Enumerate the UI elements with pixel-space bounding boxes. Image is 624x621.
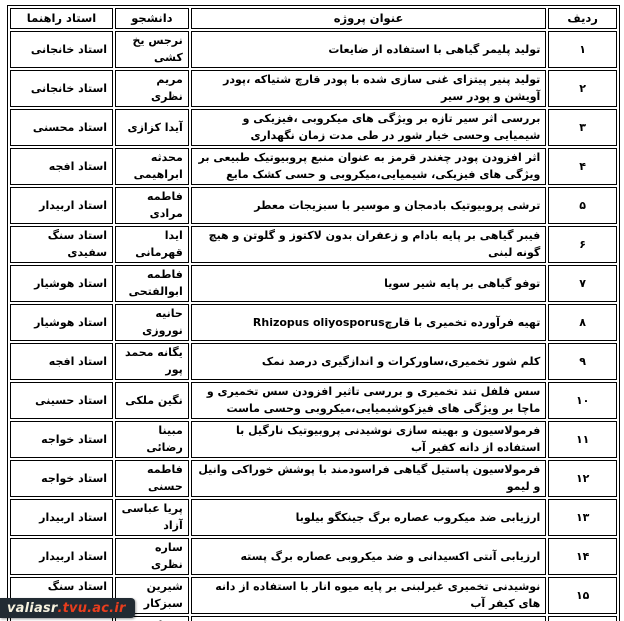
row-number-cell: ۱۲ (548, 460, 617, 498)
row-number-cell: ۱۵ (548, 577, 617, 615)
table-row: ۶ فیبر گیاهی بر پایه بادام و زعفران بدون … (10, 226, 617, 264)
project-title-cell: ترشی پروبیوتیک بادمجان و موسیر با سبزیجا… (190, 187, 547, 225)
table-row: ۴ اثر افزودن پودر چغندر قرمز به عنوان منب… (10, 148, 617, 186)
row-number-cell: ۶ (548, 226, 617, 264)
student-cell: آیدا کزازی (115, 109, 189, 147)
supervisor-cell: استاد افجه (10, 343, 114, 381)
project-title-cell: نوشیدنی تخمیری غیرلبنی بر پایه میوه انار… (190, 577, 547, 615)
project-title-cell: ارزیابی ضد میکروب عصاره برگ جینکگو بیلوب… (190, 499, 547, 537)
watermark-badge: valiasr .tvu.ac.ir (0, 598, 135, 618)
projects-table: ردیف عنوان پروژه دانشجو استاد راهنما ۱ تو… (7, 5, 620, 621)
table-row: ۱۰ سس فلفل تند تخمیری و بررسی تاثیر افزود… (10, 382, 617, 420)
table-row: ۱۳ ارزیابی ضد میکروب عصاره برگ جینکگو بیل… (10, 499, 617, 537)
table-row: ۱ تولید پلیمر گیاهی با استفاده از ضایعات ن… (10, 31, 617, 69)
student-cell: ایدا قهرمانی (115, 226, 189, 264)
supervisor-cell: استاد اربیدار (10, 187, 114, 225)
supervisor-cell: استاد خواجه (10, 421, 114, 459)
project-title-cell: فیبر گیاهی بر پایه بادام و زعفران بدون ل… (190, 226, 547, 264)
row-number-cell: ۹ (548, 343, 617, 381)
student-cell: فاطمه ابوالفتحی (115, 265, 189, 303)
student-cell: نگین ملکی (115, 382, 189, 420)
student-cell: فاطمه حسنی (115, 460, 189, 498)
supervisor-cell: استاد حسینی (10, 382, 114, 420)
table-row: ۱۲ فرمولاسیون پاستیل گیاهی فراسودمند با پ… (10, 460, 617, 498)
project-title-cell: بررسی اثر سیر تازه بر ویژگی های میکروبی … (190, 109, 547, 147)
row-number-cell: ۱۳ (548, 499, 617, 537)
project-title-cell: کلم شور تخمیری،ساورکرات و اندازگیری درصد… (190, 343, 547, 381)
row-number-cell: ۴ (548, 148, 617, 186)
supervisor-cell: استاد افجه (10, 148, 114, 186)
table-header-row: ردیف عنوان پروژه دانشجو استاد راهنما (10, 8, 617, 30)
row-number-cell: ۸ (548, 304, 617, 342)
student-cell: محدثه ابراهیمی (115, 148, 189, 186)
header-supervisor: استاد راهنما (10, 8, 114, 30)
watermark-domain: .tvu.ac.ir (57, 600, 126, 616)
student-cell: ساره نظری (115, 538, 189, 576)
row-number-cell: ۲ (548, 70, 617, 108)
project-title-cell: فرمولاسیون و بهینه سازی نوشیدنی پروبیوتی… (190, 421, 547, 459)
student-cell: پریا عباسی آزاد (115, 499, 189, 537)
supervisor-cell: استاد اربیدار (10, 538, 114, 576)
project-title-cell: فرمولاسیون پاستیل گیاهی فراسودمند با پوش… (190, 460, 547, 498)
project-title-cell: سس فلفل تند تخمیری و بررسی تاثیر افزودن … (190, 382, 547, 420)
supervisor-cell: استاد خانجانی (10, 31, 114, 69)
project-title-cell: تهیه فرآورده تخمیری با قارچRhizopus oliy… (190, 304, 547, 342)
student-cell: فرزانه سلیمان زاده (115, 616, 189, 621)
student-cell: مریم نظری (115, 70, 189, 108)
row-number-cell: ۱۰ (548, 382, 617, 420)
header-row-number: ردیف (548, 8, 617, 30)
table-row: ۹ کلم شور تخمیری،ساورکرات و اندازگیری درص… (10, 343, 617, 381)
student-cell: نرجس یخ کشی (115, 31, 189, 69)
project-table-body: ۱ تولید پلیمر گیاهی با استفاده از ضایعات ن… (10, 31, 617, 621)
table-row: ۵ ترشی پروبیوتیک بادمجان و موسیر با سبزیج… (10, 187, 617, 225)
supervisor-cell: استاد خواجه (10, 460, 114, 498)
row-number-cell: ۱۴ (548, 538, 617, 576)
project-title-cell: توفو گیاهی بر پایه شیر سویا (190, 265, 547, 303)
table-row: ۸ تهیه فرآورده تخمیری با قارچRhizopus oli… (10, 304, 617, 342)
supervisor-cell: استاد سنگ سفیدی (10, 226, 114, 264)
supervisor-cell: استاد هوشیار (10, 304, 114, 342)
page: ردیف عنوان پروژه دانشجو استاد راهنما ۱ تو… (0, 5, 624, 621)
supervisor-cell: استاد خانجانی (10, 70, 114, 108)
student-cell: فاطمه مرادی (115, 187, 189, 225)
table-row: ۳ بررسی اثر سیر تازه بر ویژگی های میکروبی… (10, 109, 617, 147)
row-number-cell: ۵ (548, 187, 617, 225)
table-row: ۱۱ فرمولاسیون و بهینه سازی نوشیدنی پروبیو… (10, 421, 617, 459)
row-number-cell: ۳ (548, 109, 617, 147)
supervisor-cell: استاد اربیدار (10, 499, 114, 537)
supervisor-cell: استاد محسنی (10, 109, 114, 147)
student-cell: مبینا رضائی (115, 421, 189, 459)
project-title-cell: تولید پلیمر گیاهی با استفاده از ضایعات (190, 31, 547, 69)
project-title-cell: تولید پنیر پیتزای غنی سازی شده با پودر ق… (190, 70, 547, 108)
student-cell: یگانه محمد پور (115, 343, 189, 381)
project-title-cell: بررسی اثر پوشش خوراکی ،پکتین ،هسته رطب ب… (190, 616, 547, 621)
row-number-cell: ۱۱ (548, 421, 617, 459)
project-title-cell: اثر افزودن پودر چغندر قرمز به عنوان منبع… (190, 148, 547, 186)
project-title-cell: ارزیابی آنتی اکسیدانی و ضد میکروبی عصاره… (190, 538, 547, 576)
table-row: ۲ تولید پنیر پیتزای غنی سازی شده با پودر … (10, 70, 617, 108)
table-row: ۱۴ ارزیابی آنتی اکسیدانی و ضد میکروبی عصا… (10, 538, 617, 576)
watermark-site-name: valiasr (7, 600, 58, 616)
header-student: دانشجو (115, 8, 189, 30)
row-number-cell: ۷ (548, 265, 617, 303)
supervisor-cell: استاد هوشیار (10, 265, 114, 303)
header-project-title: عنوان پروژه (190, 8, 547, 30)
student-cell: حانیه نوروزی (115, 304, 189, 342)
table-row: ۷ توفو گیاهی بر پایه شیر سویا فاطمه ابوالف… (10, 265, 617, 303)
row-number-cell: ۱۶ (548, 616, 617, 621)
table-row: ۱۵ نوشیدنی تخمیری غیرلبنی بر پایه میوه ان… (10, 577, 617, 615)
row-number-cell: ۱ (548, 31, 617, 69)
